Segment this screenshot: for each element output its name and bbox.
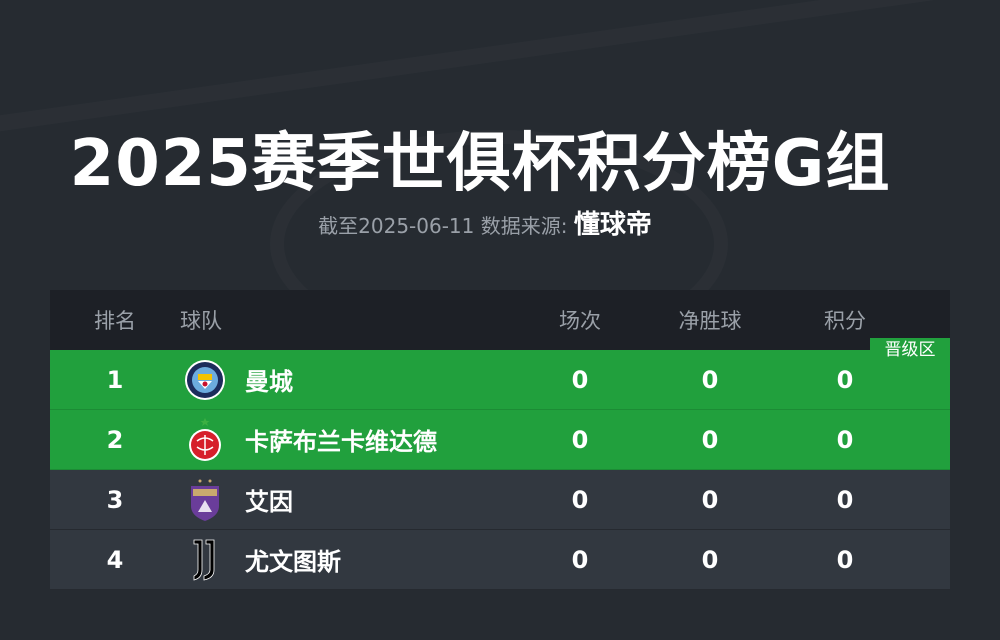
- team-name: 卡萨布兰卡维达德: [245, 428, 437, 456]
- rank: 1: [106, 365, 124, 394]
- header-team: 球队: [180, 309, 222, 333]
- header-goal-diff: 净胜球: [678, 309, 742, 333]
- team-name: 尤文图斯: [245, 548, 341, 576]
- goal-diff: 0: [701, 545, 719, 574]
- table-row[interactable]: 3 艾因 0 0 0: [50, 470, 950, 530]
- source-name: 懂球帝: [573, 210, 652, 240]
- standings-table: 排名 球队 场次 净胜球 积分 晋级区 1 曼城 0 0 0 2 卡萨布兰卡维达…: [50, 290, 950, 590]
- al-ain-crest-icon: [180, 470, 230, 529]
- rank: 2: [106, 425, 124, 454]
- table-row[interactable]: 1 曼城 0 0 0: [50, 350, 950, 410]
- table-row[interactable]: 4 尤文图斯 0 0 0: [50, 530, 950, 590]
- goal-diff: 0: [701, 365, 719, 394]
- wydad-casablanca-crest-icon: [180, 410, 230, 469]
- goal-diff: 0: [701, 485, 719, 514]
- points: 0: [836, 425, 854, 454]
- points: 0: [836, 485, 854, 514]
- rank: 4: [106, 545, 124, 574]
- played: 0: [571, 485, 589, 514]
- date-source-label: 截至2025-06-11 数据来源:: [318, 214, 568, 238]
- header-played: 场次: [559, 309, 601, 333]
- table-row[interactable]: 2 卡萨布兰卡维达德 0 0 0: [50, 410, 950, 470]
- played: 0: [571, 545, 589, 574]
- header-rank: 排名: [94, 309, 136, 333]
- rank: 3: [106, 485, 124, 514]
- team-name: 艾因: [245, 488, 293, 516]
- juventus-logo-icon: [180, 530, 230, 589]
- qualify-zone-badge: 晋级区: [870, 338, 950, 362]
- played: 0: [571, 425, 589, 454]
- page-title: 2025赛季世俱杯积分榜G组: [69, 127, 891, 201]
- table-header: 排名 球队 场次 净胜球 积分 晋级区: [50, 290, 950, 362]
- subtitle: 截至2025-06-11 数据来源: 懂球帝: [0, 204, 970, 241]
- points: 0: [836, 365, 854, 394]
- goal-diff: 0: [701, 425, 719, 454]
- team-name: 曼城: [245, 368, 293, 396]
- header-points: 积分: [824, 309, 866, 333]
- played: 0: [571, 365, 589, 394]
- points: 0: [836, 545, 854, 574]
- manchester-city-crest-icon: [180, 350, 230, 409]
